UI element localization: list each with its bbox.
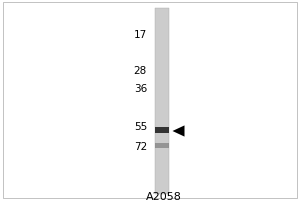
Text: 17: 17 (134, 30, 147, 40)
Text: A2058: A2058 (146, 192, 182, 200)
Bar (154, 127, 169, 133)
Text: 36: 36 (134, 84, 147, 94)
Polygon shape (172, 125, 184, 137)
Bar (154, 8, 169, 194)
Text: 72: 72 (134, 142, 147, 152)
Text: 55: 55 (134, 122, 147, 132)
Text: 28: 28 (134, 66, 147, 76)
Bar (154, 143, 169, 148)
